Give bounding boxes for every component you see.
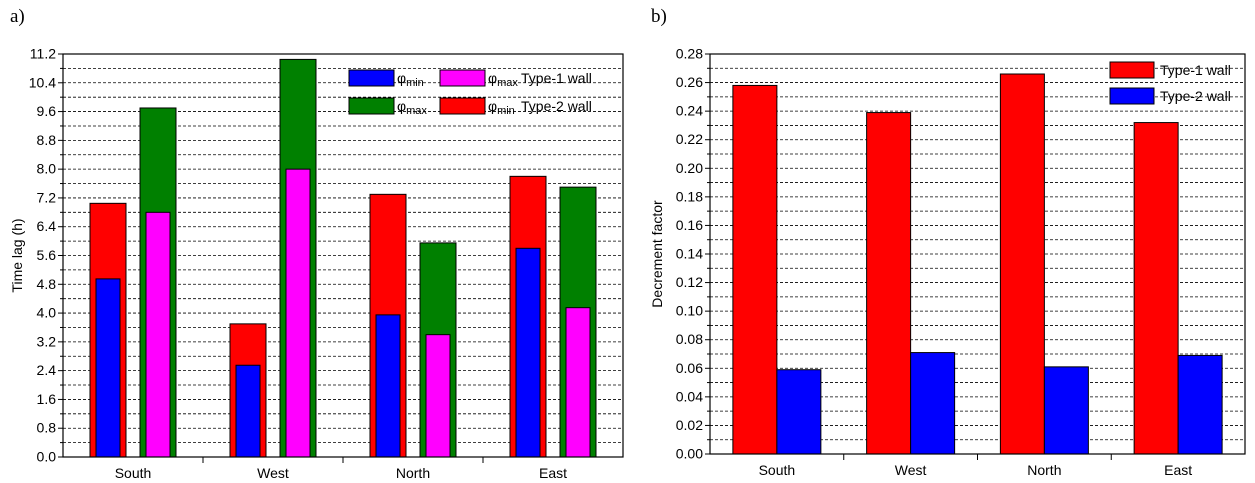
y-tick-label: 7.2 [37,189,57,205]
x-tick-label: South [759,462,796,478]
bar [145,211,171,458]
y-tick-label: 8.8 [37,132,57,148]
legend-label: Type-2 wall [1160,88,1231,104]
legend-label: φmax [488,70,518,89]
bar [375,314,401,458]
y-tick-label: 0.06 [676,360,703,376]
legend-swatch [348,69,395,87]
bar [1177,354,1223,455]
bar [285,168,311,458]
legend-swatch [1109,87,1155,105]
y-tick-label: 0.8 [37,420,57,436]
bar [910,352,956,455]
legend-label: Type-1 wall [1160,62,1231,78]
bar [95,278,121,458]
y-tick-label: 4.8 [37,276,57,292]
legend-group-label: Type-1 wall [521,70,592,86]
panel-label: b) [651,6,667,27]
legend-label: φmin [397,70,424,89]
y-tick-label: 0.08 [676,331,703,347]
bar [732,84,778,455]
legend-swatch [439,69,486,87]
bar [1133,122,1179,455]
y-tick-label: 0.0 [37,449,57,465]
y-tick-label: 0.16 [676,217,703,233]
y-tick-label: 3.2 [37,333,57,349]
y-tick-label: 0.22 [676,131,703,147]
legend-group-label: Type-2 wall [521,98,592,114]
legend-symbol: φ [397,70,406,86]
y-tick-label: 0.00 [676,446,703,462]
x-tick-label: East [1164,462,1192,478]
time-lag-chart: a) 0.0 0.8 1.6 2.4 3.2 4.0 4.8 5.6 6.4 7.2 8.0 8.8 9.… [9,6,624,481]
bar [235,364,261,458]
legend-subscript: max [497,77,518,89]
legend-symbol: φ [488,70,497,86]
legend-symbol: φ [488,98,497,114]
y-tick-label: 0.12 [676,274,703,290]
legend-swatch [348,97,395,115]
x-tick-label: East [539,465,567,481]
y-tick-label: 0.26 [676,74,703,90]
bar [866,112,912,455]
x-tick-label: West [895,462,927,478]
y-tick-label: 2.4 [37,362,57,378]
y-tick-label: 4.0 [37,305,57,321]
y-tick-label: 0.18 [676,188,703,204]
y-tick-label: 1.6 [37,391,57,407]
y-tick-label: 9.6 [37,103,57,119]
y-tick-label: 6.4 [37,218,57,234]
legend-swatch [439,97,486,115]
bar [565,307,591,458]
y-tick-label: 0.24 [676,103,703,119]
y-tick-label: 0.04 [676,388,703,404]
bar [999,73,1045,455]
bar [425,334,451,458]
decrement-factor-chart: b) 0.00 0.02 0.04 0.06 0.08 0.10 0.12 0.14 0.16 0.… [649,6,1246,478]
y-tick-label: 0.02 [676,417,703,433]
x-tick-label: West [257,465,289,481]
legend-subscript: max [406,105,427,117]
y-tick-label: 0.14 [676,246,703,262]
bar [776,369,822,455]
legend-symbol: φ [397,98,406,114]
x-tick-label: North [1027,462,1061,478]
y-axis-title: Time lag (h) [9,218,25,292]
legend-label: φmax [397,98,427,117]
panel-label: a) [10,6,25,27]
y-tick-label: 11.2 [30,46,56,62]
y-axis-title: Decrement factor [649,200,665,308]
x-tick-label: North [396,465,430,481]
legend-subscript: min [406,77,424,89]
y-tick-label: 10.4 [29,74,56,90]
legend-subscript: min [497,105,515,117]
legend-label: φmin [488,98,515,117]
x-tick-label: South [115,465,152,481]
y-tick-label: 0.10 [676,303,703,319]
y-tick-label: 8.0 [37,161,57,177]
bar [1043,366,1089,455]
y-tick-label: 0.20 [676,160,703,176]
y-tick-label: 0.28 [676,46,703,62]
y-tick-label: 5.6 [37,247,57,263]
legend-swatch [1109,61,1155,79]
bar [515,247,541,458]
